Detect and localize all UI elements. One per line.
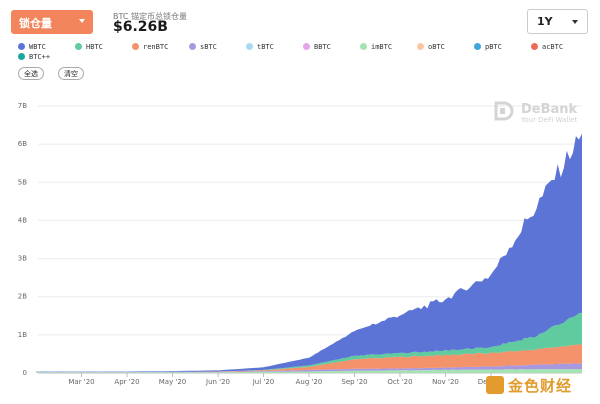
metric-subtitle: BTC 锚定币总锁仓量: [113, 12, 188, 21]
x-tick-label: Mar '20: [68, 378, 94, 386]
series-area-sbtc: [36, 363, 582, 373]
series-area-imbtc: [36, 369, 582, 373]
x-tick-label: Aug '20: [296, 378, 323, 386]
x-tick-label: May '20: [159, 378, 187, 386]
y-tick-label: 7B: [18, 102, 27, 110]
legend-item-sbtc[interactable]: sBTC: [189, 42, 217, 51]
legend-label: sBTC: [200, 43, 217, 51]
legend-dot-icon: [417, 42, 424, 50]
legend-label: BBTC: [314, 43, 331, 51]
brand-tagline: Your DeFi Wallet: [521, 116, 578, 124]
x-tick-label: Nov '20: [432, 378, 459, 386]
legend-dot-icon: [531, 42, 538, 50]
legend-dot-icon: [132, 42, 139, 50]
legend-item-bbtc[interactable]: BBTC: [303, 42, 331, 51]
legend-item-imbtc[interactable]: imBTC: [360, 42, 393, 51]
legend-dot-icon: [474, 42, 481, 50]
y-tick-label: 3B: [18, 255, 27, 263]
y-tick-label: 0: [23, 369, 27, 377]
debank-logo-icon: [494, 101, 514, 121]
metric-dropdown[interactable]: 锁仓量: [11, 10, 93, 34]
legend-dot-icon: [75, 42, 82, 50]
x-tick-label: Apr '20: [114, 378, 139, 386]
y-tick-label: 1B: [18, 331, 27, 339]
series-area-wbtc: [36, 133, 582, 372]
time-range-label: 1Y: [537, 15, 553, 28]
total-value: $6.26B: [113, 19, 168, 35]
chevron-down-icon: [79, 19, 85, 23]
legend-dot-icon: [246, 42, 253, 50]
brand-name: DeBank: [521, 102, 578, 117]
y-tick-label: 6B: [18, 140, 27, 148]
x-tick-label: Sep '20: [341, 378, 367, 386]
legend-label: BTC++: [29, 53, 51, 61]
legend-item-wbtc[interactable]: WBTC: [18, 42, 46, 51]
legend-label: pBTC: [485, 43, 502, 51]
legend-dot-icon: [360, 42, 367, 50]
legend-dot-icon: [18, 52, 25, 60]
x-tick-label: Jul '20: [252, 378, 275, 386]
legend-label: oBTC: [428, 43, 445, 51]
x-tick-label: Oct '20: [387, 378, 412, 386]
legend-label: HBTC: [86, 43, 103, 51]
legend-dot-icon: [303, 42, 310, 50]
legend-label: WBTC: [29, 43, 46, 51]
legend-item-renbtc[interactable]: renBTC: [132, 42, 169, 51]
y-tick-label: 4B: [18, 216, 27, 224]
legend-label: tBTC: [257, 43, 274, 51]
y-tick-label: 5B: [18, 178, 27, 186]
legend-item-hbtc[interactable]: HBTC: [75, 42, 103, 51]
metric-dropdown-label: 锁仓量: [19, 17, 52, 30]
chevron-down-icon: [572, 20, 578, 24]
x-tick-label: Jun '20: [205, 378, 230, 386]
time-range-dropdown[interactable]: 1Y: [527, 9, 588, 34]
legend-label: renBTC: [143, 43, 169, 51]
legend-dot-icon: [18, 42, 25, 50]
legend-dot-icon: [189, 42, 196, 50]
legend-label: imBTC: [371, 43, 393, 51]
legend-item-btcplusplus[interactable]: BTC++: [18, 52, 51, 61]
legend-item-acbtc[interactable]: acBTC: [531, 42, 564, 51]
y-tick-label: 2B: [18, 293, 27, 301]
legend-item-tbtc[interactable]: tBTC: [246, 42, 274, 51]
clear-button[interactable]: 清空: [58, 67, 84, 80]
watermark-text: 金色财经: [508, 377, 573, 395]
legend-item-pbtc[interactable]: pBTC: [474, 42, 502, 51]
legend-label: acBTC: [542, 43, 564, 51]
select-all-button[interactable]: 全选: [18, 67, 44, 80]
watermark-logo-icon: [486, 376, 504, 394]
series-area-renbtc: [36, 344, 582, 372]
legend-item-obtc[interactable]: oBTC: [417, 42, 445, 51]
